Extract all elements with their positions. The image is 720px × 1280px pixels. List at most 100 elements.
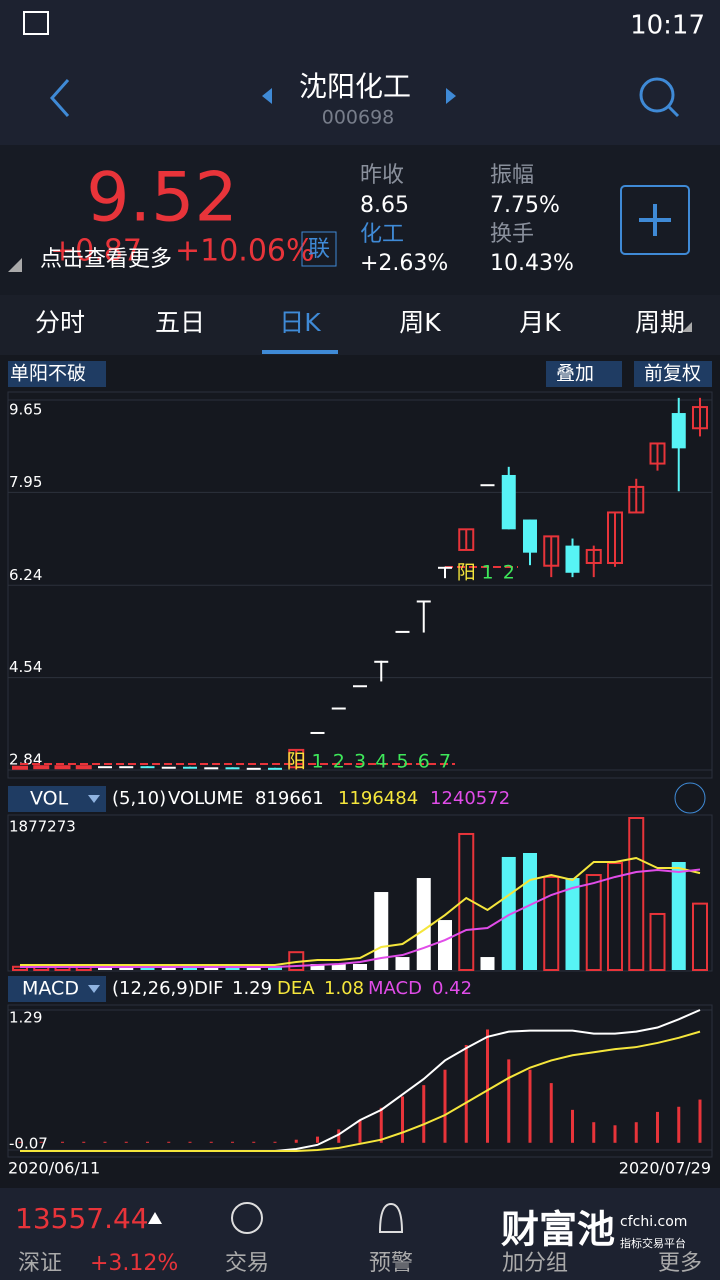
adjust-bg[interactable] [634, 361, 712, 387]
expand-button[interactable] [674, 782, 706, 814]
indicator-bg[interactable] [8, 361, 106, 387]
prev-stock[interactable] [262, 88, 272, 104]
candle-body [98, 766, 112, 769]
tab[interactable]: 月K [519, 308, 561, 337]
stock-code: 000698 [322, 107, 395, 129]
volume-bar [204, 966, 219, 970]
more-hint[interactable]: 点击查看更多 [40, 247, 172, 272]
volume-bar [374, 892, 389, 970]
tab[interactable]: 分时 [35, 308, 85, 337]
candle-body [458, 528, 475, 551]
overlay-bg[interactable] [546, 361, 622, 387]
candle-body [119, 766, 134, 769]
candle-body [523, 519, 537, 553]
candle-body [204, 767, 219, 770]
candle-body [33, 765, 50, 770]
volume-bar [480, 957, 495, 970]
footer-item[interactable]: 预警 [369, 1251, 413, 1276]
link-box[interactable] [301, 231, 337, 267]
link[interactable]: 联 [308, 237, 330, 262]
footer-item[interactable]: 更多 [658, 1251, 702, 1276]
vol-legend: 1240572 [430, 788, 510, 809]
stat-label: 换手 [490, 222, 534, 247]
status-time: 10:17 [630, 11, 705, 41]
tab[interactable]: 周期 [635, 308, 685, 337]
volume-bar [353, 964, 367, 970]
back-button[interactable] [49, 79, 70, 117]
candle-body [310, 731, 325, 734]
date-label: 2020/06/11 [8, 1159, 100, 1178]
corner [8, 258, 22, 272]
candle-body [416, 600, 431, 603]
volume-bar [649, 912, 666, 971]
signal-count: 3 [354, 751, 366, 773]
candle-body [585, 548, 602, 564]
candle-body [649, 442, 666, 465]
macd-legend: MACD [368, 978, 422, 999]
overlay[interactable]: 叠加 [556, 363, 594, 385]
brand: 财富池 [501, 1208, 615, 1252]
alert-icon [378, 1202, 404, 1233]
stat-value: 7.75% [490, 193, 560, 218]
vol-frame [7, 814, 713, 972]
add-button[interactable] [620, 185, 690, 255]
macd-legend: (12,26,9) [112, 978, 195, 999]
candle-body [628, 485, 645, 514]
vol-label-bg[interactable] [8, 786, 106, 812]
macd-label-bg[interactable] [8, 976, 106, 1002]
volume-bar [183, 966, 197, 970]
candle-body [565, 545, 580, 573]
volume-bar [246, 966, 261, 970]
signal-count: 1 [481, 562, 493, 584]
vol-legend: 819661 [255, 788, 324, 809]
header-bg [0, 0, 720, 145]
tab[interactable]: 日K [279, 308, 321, 337]
add-icon [639, 204, 671, 236]
footer-item[interactable]: 交易 [225, 1251, 269, 1276]
indicator[interactable]: 单阳不破 [10, 363, 86, 385]
vol-label[interactable]: VOL [30, 788, 69, 810]
signal-mark: 阳 [457, 562, 476, 584]
volume-bar [416, 878, 431, 970]
y-tick-label: 1.29 [9, 1009, 42, 1027]
macd-legend: 1.29 [232, 978, 272, 999]
stat-label: 振幅 [490, 163, 534, 188]
change: +0.87 [50, 234, 142, 269]
volume-bar [395, 957, 410, 970]
quote-bg [0, 145, 720, 295]
search-button[interactable] [639, 77, 675, 113]
next-stock[interactable] [446, 88, 456, 104]
index-value: 13557.44 [15, 1202, 149, 1235]
signal-count: 7 [439, 751, 451, 773]
volume-bar [119, 966, 134, 970]
candle-body [225, 767, 240, 770]
tab[interactable]: 五日 [155, 308, 205, 337]
signal-count: 5 [396, 751, 408, 773]
brand-slogan: 指标交易平台 [620, 1236, 686, 1250]
tab-indicator [262, 350, 338, 354]
stock-name: 沈阳化工 [299, 70, 411, 103]
tab[interactable]: 周K [399, 308, 441, 337]
candle-body [353, 685, 367, 688]
candle-body [183, 766, 197, 769]
signal-count: 2 [503, 562, 515, 584]
signal-count: 2 [333, 751, 345, 773]
volume-bar [565, 878, 580, 970]
candle-body [438, 566, 452, 569]
vol-legend: VOLUME [168, 788, 243, 809]
volume-bar [331, 964, 346, 970]
index-name: 深证 [18, 1251, 62, 1276]
trade-icon [231, 1202, 263, 1234]
footer-item[interactable]: 加分组 [502, 1251, 568, 1276]
dropdown [88, 985, 100, 993]
tab-arrow [682, 322, 692, 332]
tabs-bg [0, 295, 720, 355]
candle-body [607, 511, 623, 564]
volume-bar [225, 966, 240, 970]
macd-label[interactable]: MACD [22, 978, 79, 1000]
volume-bar [607, 862, 623, 971]
price: 9.52 [86, 159, 237, 238]
volume-bar [501, 856, 516, 970]
adjust[interactable]: 前复权 [644, 363, 701, 385]
